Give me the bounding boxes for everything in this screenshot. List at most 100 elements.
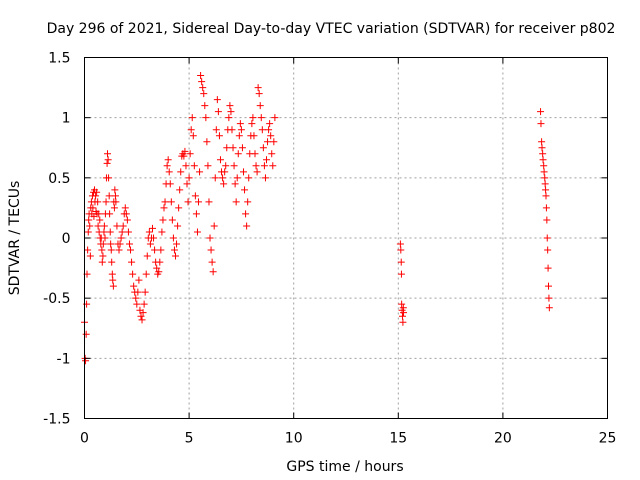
- data-point: [539, 156, 547, 164]
- data-point: [182, 162, 190, 170]
- data-point: [142, 270, 150, 278]
- data-point: [139, 309, 147, 317]
- data-point: [192, 210, 200, 218]
- data-point: [201, 102, 209, 110]
- data-point: [160, 204, 168, 212]
- chart-title: Day 296 of 2021, Sidereal Day-to-day VTE…: [47, 21, 616, 37]
- data-point: [545, 304, 553, 312]
- data-point: [155, 268, 163, 276]
- x-tick-label: 25: [599, 431, 617, 447]
- y-axis-label: SDTVAR / TECUs: [7, 181, 23, 296]
- x-axis-label: GPS time / hours: [286, 459, 403, 475]
- data-point: [265, 126, 273, 134]
- data-point: [207, 246, 215, 254]
- data-point: [95, 210, 103, 218]
- data-point: [124, 228, 132, 236]
- data-point: [210, 222, 218, 230]
- data-point: [230, 162, 238, 170]
- data-point: [176, 186, 184, 194]
- data-point: [216, 156, 224, 164]
- y-tick-label: 0.5: [48, 171, 70, 187]
- y-tick-label: 1: [62, 111, 71, 127]
- data-point: [175, 204, 183, 212]
- data-point: [203, 138, 211, 146]
- data-point: [99, 252, 107, 260]
- data-point: [231, 180, 239, 188]
- data-point: [108, 258, 116, 266]
- data-point: [208, 258, 216, 266]
- data-point: [542, 192, 550, 200]
- data-point: [204, 162, 212, 170]
- data-point: [259, 144, 267, 152]
- data-point: [269, 162, 277, 170]
- data-point: [542, 186, 550, 194]
- data-point: [245, 174, 253, 182]
- data-point: [227, 108, 235, 116]
- data-point: [98, 246, 106, 254]
- data-point: [193, 228, 201, 236]
- data-point: [256, 102, 264, 110]
- data-point: [197, 72, 205, 80]
- data-point: [104, 150, 112, 158]
- data-point: [128, 258, 136, 266]
- data-point: [132, 294, 140, 302]
- data-point: [98, 258, 106, 266]
- data-point: [545, 282, 553, 290]
- data-point: [254, 84, 262, 92]
- data-point: [248, 120, 256, 128]
- data-point: [219, 174, 227, 182]
- data-point: [261, 174, 269, 182]
- data-point: [172, 252, 180, 260]
- data-point: [205, 198, 213, 206]
- data-point: [540, 162, 548, 170]
- data-point: [115, 246, 123, 254]
- data-point: [545, 294, 553, 302]
- data-point: [537, 108, 545, 116]
- data-point: [140, 300, 148, 308]
- data-point: [189, 132, 197, 140]
- data-point: [544, 246, 552, 254]
- data-point: [138, 316, 146, 324]
- data-point: [199, 84, 207, 92]
- data-point: [221, 168, 229, 176]
- data-point: [117, 234, 125, 242]
- data-point: [110, 204, 118, 212]
- data-point: [180, 152, 188, 160]
- data-point: [214, 108, 222, 116]
- data-point: [156, 258, 164, 266]
- data-point: [135, 276, 143, 284]
- data-point: [84, 228, 92, 236]
- data-point: [113, 222, 121, 230]
- data-point: [399, 318, 407, 326]
- data-point: [397, 258, 405, 266]
- data-point: [134, 288, 142, 296]
- data-point: [400, 309, 408, 317]
- data-point: [215, 132, 223, 140]
- data-point: [188, 114, 196, 122]
- data-point: [125, 240, 133, 248]
- data-point: [146, 240, 154, 248]
- y-tick-label: -0.5: [43, 291, 70, 307]
- data-point: [82, 330, 90, 338]
- data-point: [121, 204, 129, 212]
- data-points: [81, 72, 553, 365]
- data-point: [222, 162, 230, 170]
- data-point: [150, 234, 158, 242]
- data-point: [541, 174, 549, 182]
- data-point: [145, 228, 153, 236]
- data-point: [84, 246, 92, 254]
- data-point: [177, 168, 185, 176]
- data-point: [543, 216, 551, 224]
- data-point: [93, 188, 101, 196]
- y-tick-label: 1.5: [48, 51, 70, 67]
- data-point: [116, 240, 124, 248]
- x-axis-ticks: 0 5 10 15 20 25: [80, 57, 617, 447]
- data-point: [165, 168, 173, 176]
- data-point: [266, 120, 274, 128]
- data-point: [184, 198, 192, 206]
- data-point: [85, 216, 93, 224]
- data-point: [127, 246, 135, 254]
- y-axis-ticks: -1.5 -1 -0.5 0 0.5 1 1.5: [43, 51, 608, 428]
- data-point: [239, 168, 247, 176]
